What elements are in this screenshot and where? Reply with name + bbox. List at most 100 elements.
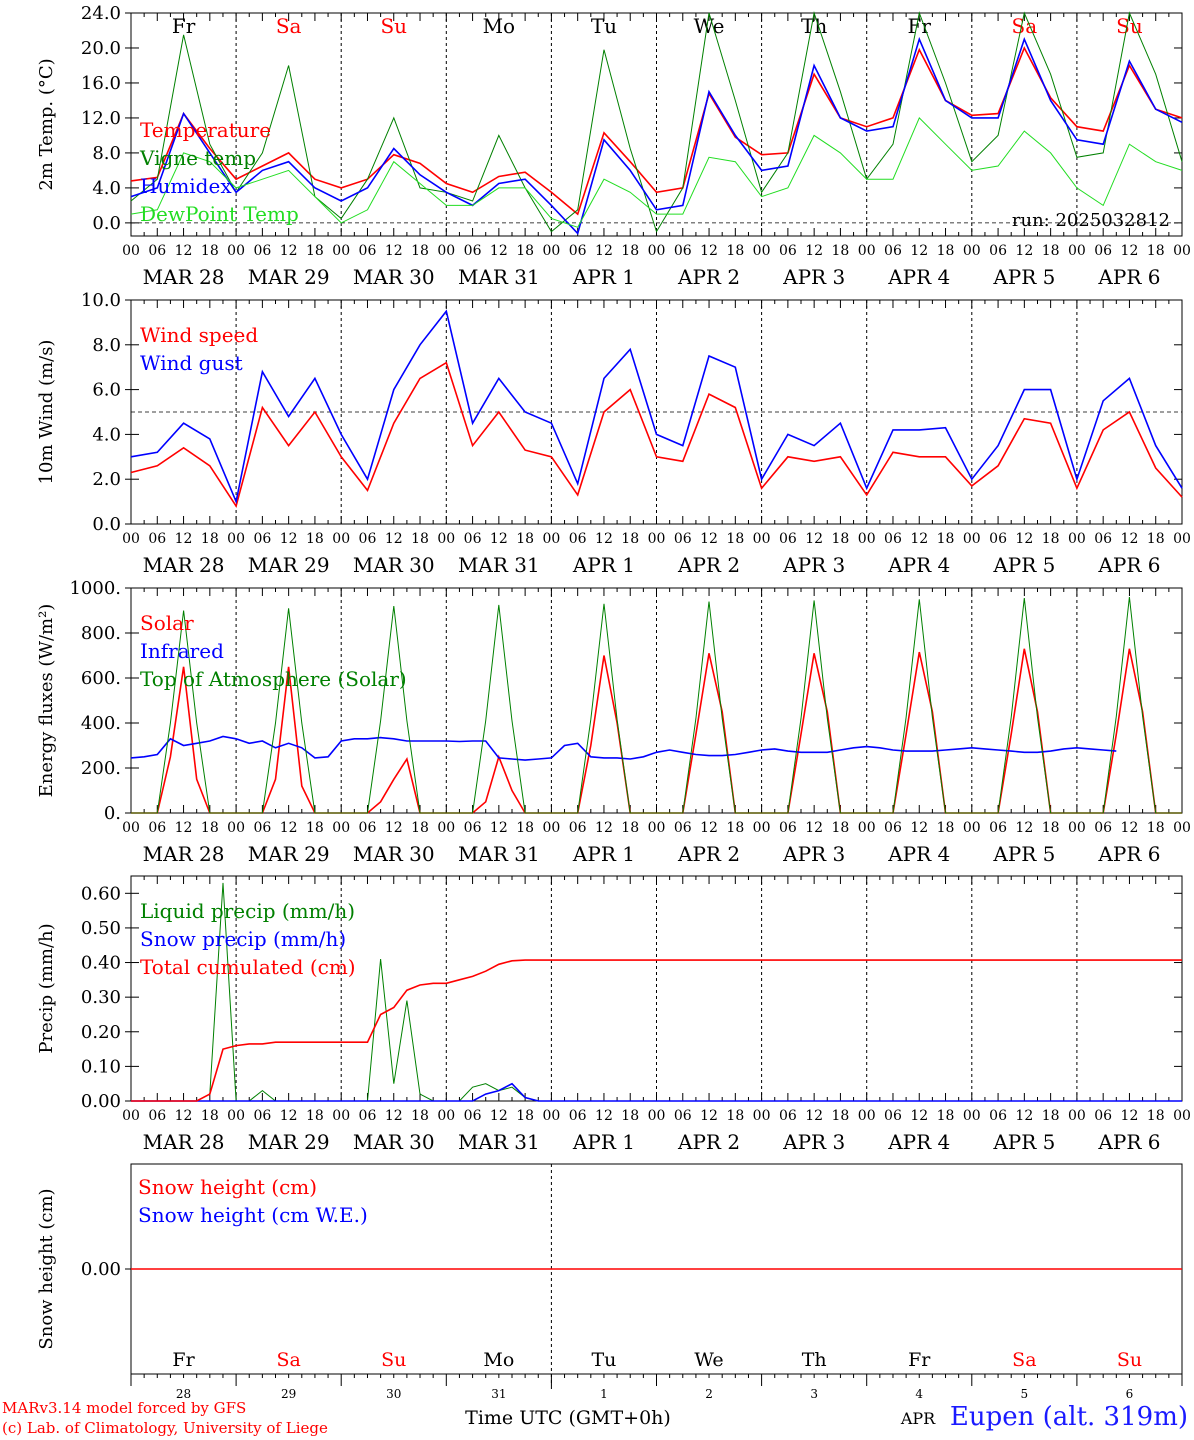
legend-entry: Temperature [140,118,271,142]
date-label: MAR 31 [458,842,540,866]
hour-tick-label: 00 [648,820,666,836]
hour-tick-label: 00 [227,820,245,836]
hour-tick-label: 18 [621,243,639,259]
legend-entry: Snow height (cm) [138,1175,317,1199]
y-tick-label: 24.0 [81,3,121,24]
hour-tick-label: 00 [1173,820,1191,836]
date-label: MAR 28 [143,265,225,289]
hour-tick-label: 18 [937,243,955,259]
y-tick-label: 8.0 [92,335,121,356]
hour-tick-label: 06 [253,1108,271,1124]
hour-tick-label: 06 [569,243,587,259]
legend-entry: Vigne temp [139,146,256,170]
series-line-wind-gust [130,309,1183,505]
hour-tick-label: 00 [437,1108,455,1124]
hour-tick-label: 12 [175,531,193,547]
date-label: APR 3 [782,553,845,577]
date-label: APR 4 [887,842,950,866]
legend-entry: Humidex [140,174,232,198]
hour-tick-label: 00 [227,1108,245,1124]
hour-tick-label: 00 [122,531,140,547]
date-label: MAR 29 [248,265,330,289]
y-tick-label: 0.40 [81,953,121,974]
hour-tick-label: 06 [884,820,902,836]
y-tick-label: 0.20 [81,1022,121,1043]
date-label: APR 1 [572,553,635,577]
hour-tick-label: 06 [569,820,587,836]
y-tick-label: 0.0 [92,213,121,234]
date-label: MAR 29 [248,553,330,577]
hour-tick-label: 00 [963,531,981,547]
date-label: APR 6 [1097,842,1160,866]
hour-tick-label: 12 [1121,243,1139,259]
hour-tick-label: 06 [359,1108,377,1124]
hour-tick-label: 18 [516,243,534,259]
day-of-week-label: Sa [276,1349,300,1371]
hour-tick-label: 00 [963,820,981,836]
hour-tick-label: 18 [201,1108,219,1124]
date-label: MAR 28 [143,842,225,866]
y-tick-label: 20.0 [81,38,121,59]
hour-tick-label: 18 [306,820,324,836]
date-label: APR 3 [782,1130,845,1154]
y-tick-label: 4.0 [92,424,121,445]
y-tick-label: 0.00 [81,1259,121,1280]
hour-tick-label: 00 [1068,243,1086,259]
hour-tick-label: 06 [359,243,377,259]
y-axis-title: 10m Wind (m/s) [36,340,57,485]
date-label: APR 4 [887,553,950,577]
hour-tick-label: 12 [385,820,403,836]
hour-tick-label: 00 [963,1108,981,1124]
date-label: APR 1 [572,265,635,289]
hour-tick-label: 06 [1094,531,1112,547]
hour-tick-label: 00 [648,531,666,547]
y-axis-title: Energy fluxes (W/m²) [36,604,57,798]
date-label: APR 4 [887,1130,950,1154]
hour-tick-label: 18 [516,1108,534,1124]
hour-tick-label: 00 [858,531,876,547]
hour-tick-label: 06 [148,531,166,547]
hour-tick-label: 12 [1015,1108,1033,1124]
hour-tick-label: 06 [253,820,271,836]
hour-tick-label: 18 [201,243,219,259]
hour-tick-label: 06 [884,1108,902,1124]
hour-tick-label: 00 [1173,1108,1191,1124]
hour-tick-label: 12 [280,243,298,259]
hour-tick-label: 12 [910,531,928,547]
day-of-week-label: Tu [591,14,617,38]
hour-tick-label: 18 [937,1108,955,1124]
hour-tick-label: 12 [910,820,928,836]
series-line-infrared [130,735,1117,761]
date-label: MAR 28 [143,1130,225,1154]
y-tick-label: 0.00 [81,1091,121,1112]
date-label: APR 2 [677,265,740,289]
day-number-label: 4 [915,1387,923,1401]
y-axis-title: Precip (mm/h) [36,923,57,1053]
day-number-label: 3 [810,1387,818,1401]
hour-tick-label: 12 [385,1108,403,1124]
hour-tick-label: 18 [832,1108,850,1124]
y-tick-label: 8.0 [92,143,121,164]
hour-tick-label: 00 [753,820,771,836]
hour-tick-label: 06 [779,820,797,836]
lab-credit: (c) Lab. of Climatology, University of L… [2,1419,328,1437]
date-label: MAR 30 [353,842,435,866]
hour-tick-label: 06 [674,1108,692,1124]
date-label: APR 5 [992,842,1055,866]
hour-tick-label: 06 [779,243,797,259]
day-number-label: 30 [386,1387,401,1401]
date-label: MAR 31 [458,1130,540,1154]
hour-tick-label: 06 [464,820,482,836]
station-label: Eupen (alt. 319m) [949,1402,1188,1432]
hour-tick-label: 18 [726,531,744,547]
hour-tick-label: 00 [437,531,455,547]
day-of-week-label: Sa [1012,1349,1036,1371]
hour-tick-label: 18 [1147,243,1165,259]
date-label: APR 2 [677,842,740,866]
date-label: MAR 29 [248,842,330,866]
day-number-label: 28 [176,1387,191,1401]
hour-tick-label: 06 [253,531,271,547]
y-tick-label: 0. [104,803,121,824]
y-tick-label: 2.0 [92,469,121,490]
